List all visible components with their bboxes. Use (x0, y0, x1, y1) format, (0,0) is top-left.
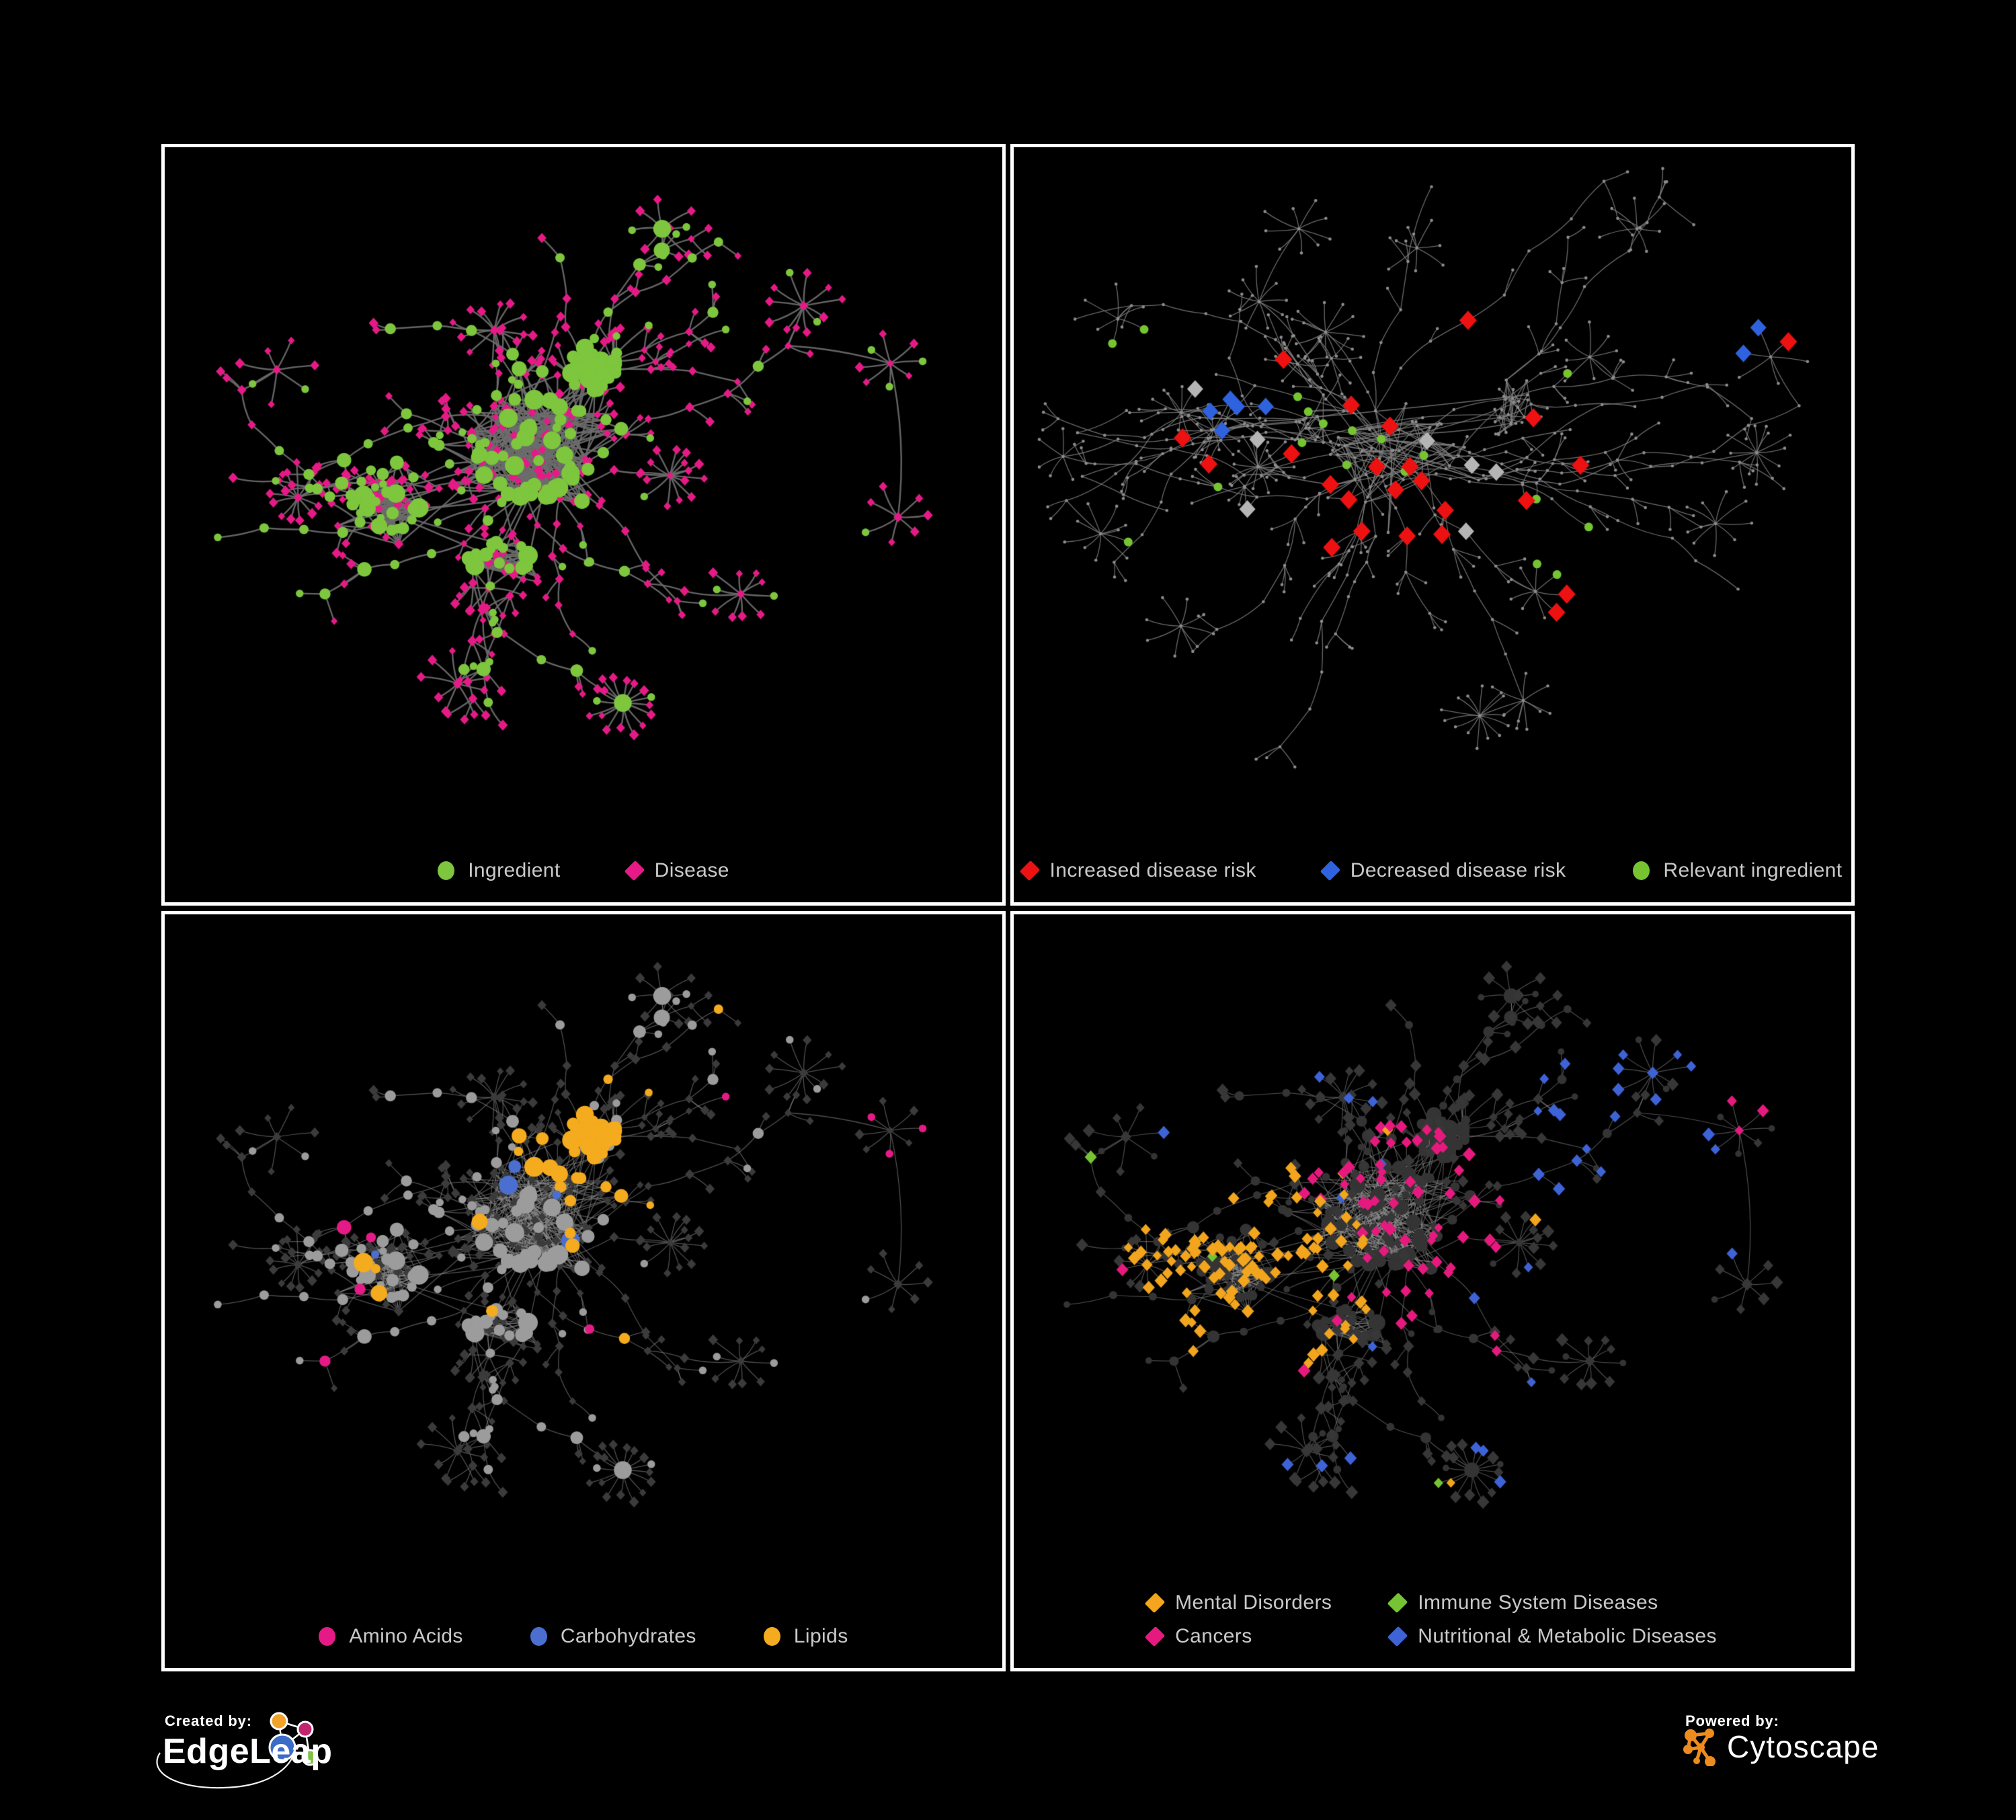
powered-by-block: Powered by: (1677, 1711, 1960, 1812)
legend-label: Cancers (1175, 1625, 1252, 1647)
cytoscape-logo-icon (1683, 1729, 1716, 1766)
legend-circle-icon (319, 1627, 336, 1646)
network-ingredient-disease (165, 147, 1002, 902)
network-disease-risk (1014, 147, 1851, 902)
legend-label: Ingredient (468, 859, 561, 881)
legend-item: Immune System Diseases (1387, 1591, 1717, 1614)
legend-diamond-icon (624, 860, 645, 881)
legend-disease-risk: Increased disease risk Decreased disease … (1014, 859, 1851, 882)
legend-item: Relevant ingredient (1633, 859, 1842, 882)
created-by-label: Created by: (165, 1712, 252, 1729)
legend-item: Lipids (763, 1625, 848, 1648)
legend-label: Nutritional & Metabolic Diseases (1418, 1625, 1717, 1647)
legend-ingredient-classes: Amino Acids Carbohydrates Lipids (165, 1625, 1002, 1648)
legend-item: Disease (624, 859, 729, 882)
legend-diamond-icon (1387, 1626, 1408, 1647)
legend-label: Amino Acids (349, 1625, 463, 1647)
panel-ingredient-classes: Amino Acids Carbohydrates Lipids (161, 911, 1006, 1671)
legend-label: Relevant ingredient (1663, 859, 1843, 881)
cytoscape-wordmark: Cytoscape (1727, 1729, 1880, 1764)
legend-item: Increased disease risk (1019, 859, 1256, 882)
powered-by-label: Powered by: (1685, 1712, 1779, 1729)
legend-circle-icon (530, 1627, 547, 1646)
created-by-block: Created by: EdgeLeap (155, 1711, 477, 1812)
legend-item: Nutritional & Metabolic Diseases (1387, 1625, 1717, 1648)
legend-label: Increased disease risk (1049, 859, 1256, 881)
panel-disease-categories: Mental Disorders Immune System Diseases Ca… (1010, 911, 1855, 1671)
legend-diamond-icon (1144, 1592, 1166, 1614)
legend-label: Lipids (793, 1625, 848, 1647)
legend-circle-icon (1633, 861, 1650, 880)
legend-diamond-icon (1144, 1626, 1166, 1647)
legend-diamond-icon (1387, 1592, 1408, 1614)
legend-label: Immune System Diseases (1418, 1591, 1658, 1614)
legend-label: Mental Disorders (1175, 1591, 1332, 1614)
legend-disease-categories: Mental Disorders Immune System Diseases Ca… (1014, 1591, 1851, 1648)
legend-item: Decreased disease risk (1320, 859, 1566, 882)
legend-label: Carbohydrates (560, 1625, 696, 1647)
network-disease-categories (1014, 914, 1851, 1668)
legend-circle-icon (763, 1627, 780, 1646)
legend-circle-icon (438, 861, 455, 880)
legend-item: Carbohydrates (530, 1625, 696, 1648)
legend-item: Amino Acids (319, 1625, 462, 1648)
edgeleap-logo-icon (156, 1712, 319, 1789)
legend-item: Cancers (1144, 1625, 1332, 1648)
legend-diamond-icon (1320, 860, 1340, 881)
legend-label: Decreased disease risk (1350, 859, 1566, 881)
edgeleap-wordmark: EdgeLeap (163, 1732, 333, 1771)
legend-item: Ingredient (438, 859, 560, 882)
legend-label: Disease (654, 859, 729, 881)
panel-ingredient-disease: Ingredient Disease (161, 144, 1006, 906)
legend-diamond-icon (1019, 860, 1040, 881)
panel-disease-risk: Increased disease risk Decreased disease … (1010, 144, 1855, 906)
legend-ingredient-disease: Ingredient Disease (165, 859, 1002, 882)
network-ingredient-classes (165, 914, 1002, 1668)
legend-item: Mental Disorders (1144, 1591, 1332, 1614)
